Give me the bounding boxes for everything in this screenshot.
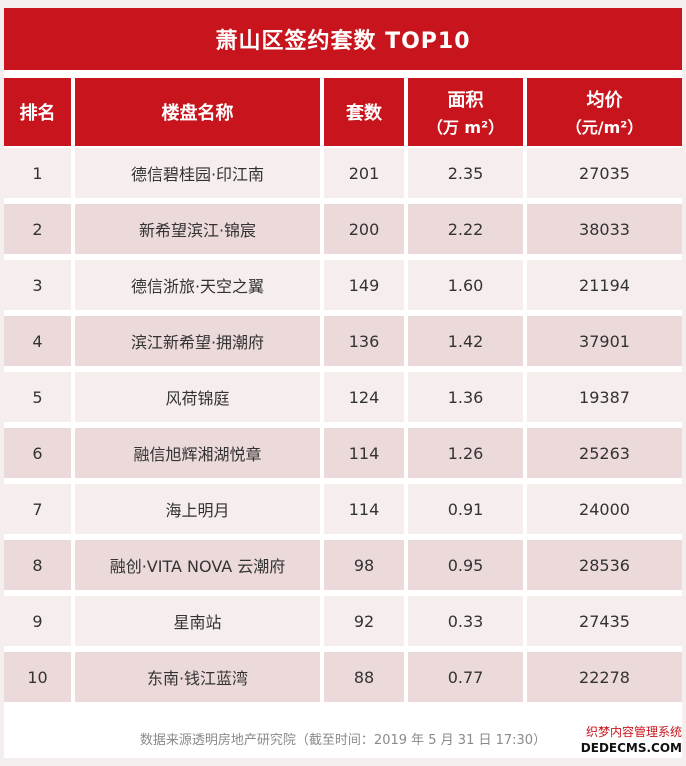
area-cell: 2.35 <box>408 148 523 198</box>
table-row: 2 新希望滨江·锦宸 200 2.22 38033 <box>4 204 682 254</box>
price-cell: 27435 <box>527 596 682 646</box>
units-cell: 149 <box>324 260 404 310</box>
area-cell: 2.22 <box>408 204 523 254</box>
price-cell: 28536 <box>527 540 682 590</box>
table-row: 3 德信浙旅·天空之翼 149 1.60 21194 <box>4 260 682 310</box>
area-cell: 0.33 <box>408 596 523 646</box>
header-price-unit: （元/m²） <box>565 118 644 137</box>
project-name-cell: 海上明月 <box>75 484 320 534</box>
source-note: 数据来源透明房地产研究院（截至时间：2019 年 5 月 31 日 17:30） <box>139 732 547 748</box>
header-rank: 排名 <box>4 78 71 146</box>
table-row: 4 滨江新希望·拥潮府 136 1.42 37901 <box>4 316 682 366</box>
table-row: 10 东南·钱江蓝湾 88 0.77 22278 <box>4 652 682 702</box>
units-cell: 201 <box>324 148 404 198</box>
table-row: 8 融创·VITA NOVA 云潮府 98 0.95 28536 <box>4 540 682 590</box>
project-name-cell: 融创·VITA NOVA 云潮府 <box>75 540 320 590</box>
area-cell: 1.26 <box>408 428 523 478</box>
rank-cell: 4 <box>4 316 71 366</box>
rank-cell: 7 <box>4 484 71 534</box>
rank-cell: 9 <box>4 596 71 646</box>
price-cell: 25263 <box>527 428 682 478</box>
units-cell: 114 <box>324 484 404 534</box>
area-cell: 1.60 <box>408 260 523 310</box>
project-name-cell: 新希望滨江·锦宸 <box>75 204 320 254</box>
price-cell: 37901 <box>527 316 682 366</box>
rank-cell: 10 <box>4 652 71 702</box>
rank-cell: 3 <box>4 260 71 310</box>
header-price: 均价 （元/m²） <box>527 78 682 146</box>
rank-cell: 2 <box>4 204 71 254</box>
brand-line-2: DEDECMS.COM <box>580 741 682 755</box>
units-cell: 92 <box>324 596 404 646</box>
table-row: 7 海上明月 114 0.91 24000 <box>4 484 682 534</box>
units-cell: 98 <box>324 540 404 590</box>
project-name-cell: 融信旭辉湘湖悦章 <box>75 428 320 478</box>
rank-cell: 8 <box>4 540 71 590</box>
rank-cell: 5 <box>4 372 71 422</box>
price-cell: 27035 <box>527 148 682 198</box>
units-cell: 124 <box>324 372 404 422</box>
site-brand-watermark: 织梦内容管理系统 DEDECMS.COM <box>574 724 682 758</box>
table-row: 9 星南站 92 0.33 27435 <box>4 596 682 646</box>
area-cell: 1.42 <box>408 316 523 366</box>
price-cell: 22278 <box>527 652 682 702</box>
project-name-cell: 风荷锦庭 <box>75 372 320 422</box>
rank-cell: 1 <box>4 148 71 198</box>
units-cell: 88 <box>324 652 404 702</box>
project-name-cell: 德信浙旅·天空之翼 <box>75 260 320 310</box>
header-units: 套数 <box>324 78 404 146</box>
table-row: 1 德信碧桂园·印江南 201 2.35 27035 <box>4 148 682 198</box>
units-cell: 114 <box>324 428 404 478</box>
area-cell: 0.91 <box>408 484 523 534</box>
project-name-cell: 星南站 <box>75 596 320 646</box>
table-title: 萧山区签约套数 TOP10 <box>4 8 682 70</box>
price-cell: 24000 <box>527 484 682 534</box>
header-name: 楼盘名称 <box>75 78 320 146</box>
area-cell: 0.77 <box>408 652 523 702</box>
brand-line-1: 织梦内容管理系统 <box>585 725 682 739</box>
header-area-unit: （万 m²） <box>426 118 505 137</box>
project-name-cell: 东南·钱江蓝湾 <box>75 652 320 702</box>
table-row: 6 融信旭辉湘湖悦章 114 1.26 25263 <box>4 428 682 478</box>
project-name-cell: 滨江新希望·拥潮府 <box>75 316 320 366</box>
area-cell: 1.36 <box>408 372 523 422</box>
table-header-row: 排名 楼盘名称 套数 面积 （万 m²） 均价 （元/m²） <box>4 78 682 146</box>
project-name-cell: 德信碧桂园·印江南 <box>75 148 320 198</box>
area-cell: 0.95 <box>408 540 523 590</box>
ranking-table-card: 萧山区签约套数 TOP10 排名 楼盘名称 套数 面积 （万 m²） 均价 （元… <box>4 8 682 758</box>
table-row: 5 风荷锦庭 124 1.36 19387 <box>4 372 682 422</box>
price-cell: 38033 <box>527 204 682 254</box>
units-cell: 200 <box>324 204 404 254</box>
price-cell: 19387 <box>527 372 682 422</box>
price-cell: 21194 <box>527 260 682 310</box>
header-area: 面积 （万 m²） <box>408 78 523 146</box>
units-cell: 136 <box>324 316 404 366</box>
rank-cell: 6 <box>4 428 71 478</box>
